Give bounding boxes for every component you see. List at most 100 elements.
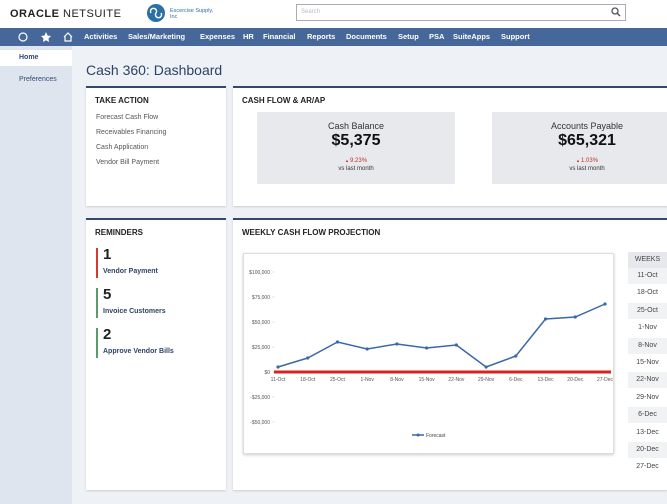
nav-item[interactable]: Financial [263,32,296,41]
data-point [425,346,429,350]
data-point [365,347,369,351]
panel-title: WEEKLY CASH FLOW PROJECTION [242,228,381,237]
week-item[interactable]: 6-Dec [628,407,667,424]
action-link[interactable]: Cash Application [96,144,149,151]
y-tick-label: $100,000 [249,270,270,276]
reminder-bar [96,288,98,318]
change-value: 9.23% [350,158,368,164]
data-point [543,317,548,321]
action-link[interactable]: Receivables Financing [96,129,167,136]
y-tick-label: $0 [264,370,270,376]
reminder-count: 2 [103,326,112,343]
logo[interactable]: ORACLE NETSUITE [10,8,121,20]
reminder-label[interactable]: Approve Vendor Bills [103,348,174,355]
brand: ORACLE [10,8,60,20]
x-tick-label: 29-Nov [478,377,495,383]
data-point [276,365,280,369]
change-value: 1.03% [581,158,599,164]
cash-flow-panel: CASH FLOW & AR/AP Cash Balance $5,375 ▲ 9.… [233,86,667,206]
panel-title: CASH FLOW & AR/AP [242,96,326,105]
company-logo [147,4,165,22]
action-link[interactable]: Forecast Cash Flow [96,114,159,121]
nav-item[interactable]: Reports [307,32,336,41]
sidebar-label: Home [19,54,39,61]
x-tick-label: 6-Dec [509,377,523,383]
reminder-label[interactable]: Invoice Customers [103,308,166,315]
week-item[interactable]: 11-Oct [628,268,667,284]
reminder-label[interactable]: Vendor Payment [103,268,158,275]
x-tick-label: 1-Nov [361,377,375,383]
kpi-label: Cash Balance [327,121,385,131]
kpi-label: Accounts Payable [550,121,624,131]
page-title: Cash 360: Dashboard [86,62,223,78]
sidebar-item[interactable]: Home [0,50,72,66]
y-tick-label: -$25,000 [250,395,270,401]
week-item[interactable]: 27-Dec [628,459,667,476]
company-name: Excercise Supply, Inc [170,8,214,20]
week-item[interactable]: 8-Nov [628,337,667,354]
legend-label: Forecast [426,433,446,439]
reminder-bar [96,248,98,278]
week-item[interactable]: 29-Nov [628,389,667,406]
legend-marker [416,433,420,437]
kpi-change: ▲ 9.23% [257,158,455,164]
search-icon[interactable] [611,7,621,17]
sidebar-item[interactable]: Preferences [0,72,72,88]
kpi-card: Accounts Payable $65,321 ▲ 1.03% vs last mo… [492,112,667,184]
nav-item[interactable]: PSA [429,32,445,41]
x-tick-label: 25-Oct [330,377,346,383]
nav-item[interactable]: Sales/Marketing [128,32,186,41]
nav-icons[interactable] [18,31,78,43]
y-tick-label: $75,000 [252,295,270,301]
search-placeholder: Search [301,9,321,15]
nav-bar: Activities Sales/Marketing Expenses HR Finan… [0,28,667,46]
nav-item[interactable]: Setup [398,32,419,41]
reminders-panel: REMINDERS 1 Vendor Payment 5 Invoice Custom… [86,218,226,490]
nav-item[interactable]: Expenses [200,32,236,41]
data-point [603,302,607,306]
kpi-change: ▲ 1.03% [492,158,667,164]
week-item[interactable]: 18-Oct [628,285,667,302]
x-tick-label: 18-Oct [300,377,316,383]
x-tick-label: 11-Oct [271,377,286,383]
y-tick-label: $50,000 [252,320,270,326]
search-box[interactable]: Search [296,4,626,21]
week-item[interactable]: 22-Nov [628,372,667,389]
up-arrow: ▲ [344,158,351,163]
nav-item[interactable]: SuiteApps [453,32,491,41]
data-point [395,342,399,346]
weeks-header: WEEKS [628,252,667,268]
chart: $100,000 $75,000 $50,000 $25,000 $0 -$25,000 -… [249,270,613,439]
kpi-value: $65,321 [558,132,616,149]
panel-title: TAKE ACTION [95,96,149,105]
data-point [514,354,518,358]
y-tick-label: $25,000 [252,345,270,351]
top-bar: ORACLE NETSUITE Excercise Supply, Inc Se… [0,0,667,28]
nav-item[interactable]: Activities [84,32,118,41]
kpi-note: vs last month [569,166,605,172]
week-item[interactable]: 20-Dec [628,442,667,458]
x-tick-label: 20-Dec [567,377,584,383]
x-tick-label: 27-Dec [597,377,613,383]
week-item[interactable]: 13-Dec [628,424,667,441]
chart-frame: $100,000 $75,000 $50,000 $25,000 $0 -$25,000 -… [243,253,614,454]
product: NETSUITE [63,8,122,20]
kpi-note: vs last month [338,166,374,172]
x-tick-label: 15-Nov [419,377,436,383]
action-link[interactable]: Vendor Bill Payment [96,159,160,166]
week-item[interactable]: 1-Nov [628,320,667,337]
nav-item[interactable]: HR [243,32,254,41]
reminder-count: 1 [103,246,112,263]
data-point [306,356,310,360]
data-point [454,343,458,347]
nav-item[interactable]: Support [501,32,530,41]
take-action-panel: TAKE ACTION Forecast Cash Flow Receivable… [86,86,226,206]
sidebar: Home Preferences [0,46,72,504]
week-item[interactable]: 25-Oct [628,302,667,319]
sidebar-label: Preferences [19,76,57,83]
x-tick-label: 8-Nov [390,377,404,383]
nav-item[interactable]: Documents [346,32,387,41]
week-item[interactable]: 15-Nov [628,355,667,371]
series-line [277,303,606,368]
